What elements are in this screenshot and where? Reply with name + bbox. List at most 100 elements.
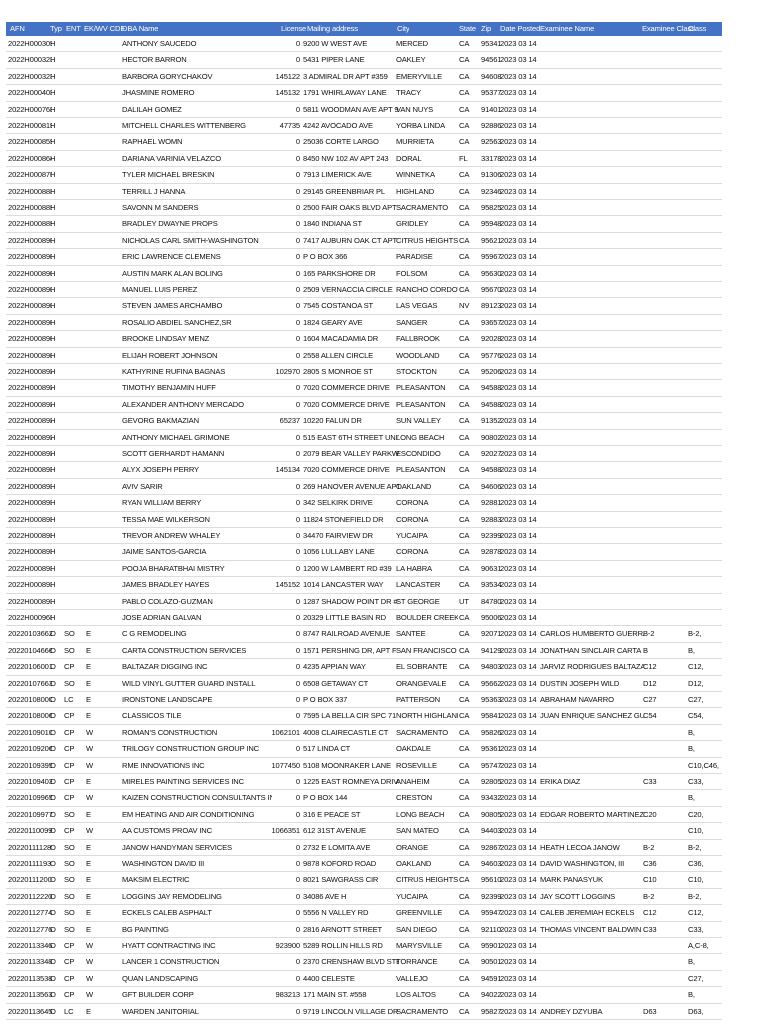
address-cell: 6508 GETAWAY CT	[303, 678, 369, 688]
city-cell: YUCAIPA	[396, 891, 428, 901]
address-cell: 10220 FALUN DR	[303, 416, 362, 426]
ent-cell: CP	[64, 727, 75, 737]
exam_class-cell: D63	[643, 1006, 657, 1016]
data-row: 2022H0008923H KATHYRINE RUFINA BAGNAS 1029…	[6, 364, 722, 381]
zip-cell: 95662	[481, 678, 502, 688]
typ-cell: O	[50, 645, 56, 655]
address-cell: 5431 PIPER LANE	[303, 55, 365, 65]
cde-cell: W	[86, 973, 94, 983]
typ-cell: O	[50, 678, 56, 688]
typ-cell: H	[50, 596, 56, 606]
cde-cell: W	[86, 941, 94, 950]
typ-cell: O	[50, 1006, 56, 1016]
license-cell: 0	[295, 859, 300, 868]
city-cell: EL SOBRANTE	[396, 662, 448, 672]
dba-cell: WILD VINYL GUTTER GUARD INSTALL	[122, 678, 256, 688]
license-cell: 0	[295, 383, 300, 393]
zip-cell: 92399	[481, 531, 502, 540]
state-cell: NV	[459, 301, 470, 311]
city-cell: RANCHO CORDOVA	[396, 285, 458, 294]
afn-cell: 2022H0009685	[8, 613, 52, 622]
city-cell: GREENVILLE	[396, 908, 443, 918]
city-cell: LAS VEGAS	[396, 301, 438, 311]
date-cell: 2023 03 14	[500, 170, 537, 180]
city-cell: SANGER	[396, 317, 428, 327]
data-row: 202201127764 O SO E BG PAINTING 0 2816 ARNOTT …	[6, 922, 722, 938]
zip-cell: 84780	[481, 596, 502, 606]
data-row: 202201133460 O CP W HYATT CONTRACTING INC 923…	[6, 938, 722, 955]
zip-cell: 92346	[481, 186, 502, 196]
state-cell: CA	[459, 629, 470, 639]
state-cell: CA	[459, 547, 470, 557]
city-cell: OAKDALE	[396, 744, 431, 754]
city-cell: MURRIETA	[396, 137, 434, 147]
spreadsheet: AFN Typ ENT EK/WV CDE DBA Name License Mailing…	[6, 22, 722, 1020]
ent-cell: LC	[64, 695, 74, 704]
date-cell: 2023 03 14	[500, 350, 537, 360]
data-row: 2022H0008937H JAMES BRADLEY HAYES 14515210…	[6, 577, 722, 594]
cde-cell: E	[86, 678, 91, 688]
dba-cell: ELIJAH ROBERT JOHNSON	[122, 350, 218, 360]
city-cell: FALLBROOK	[396, 334, 440, 344]
data-row: 202201100998 O CP W AA CUSTOMS PROAV INC 1066…	[6, 823, 722, 840]
dba-cell: RME INNOVATIONS INC	[122, 760, 205, 770]
afn-cell: 2022H0008938	[8, 596, 52, 606]
date-cell: 2023 03 14	[500, 514, 537, 524]
afn-cell: 2022H0008883	[8, 186, 52, 196]
city-cell: MARYSVILLE	[396, 941, 443, 950]
address-cell: 1200 W LAMBERT RD #39	[303, 563, 392, 573]
examinee-cell: ERIKA DIAZ	[540, 777, 581, 786]
license-cell: 0	[295, 777, 300, 786]
date-cell: 2023 03 14	[500, 777, 537, 786]
afn-cell: 2022H0008905	[8, 317, 52, 327]
data-row: 2022H0008905H ROSALIO ABDIEL SANCHEZ,SR 01…	[6, 315, 722, 332]
typ-cell: O	[50, 662, 56, 672]
date-cell: 2023 03 14	[500, 924, 537, 934]
afn-cell: 2022H0003237	[8, 71, 52, 81]
ent-cell: SO	[64, 891, 75, 901]
dba-cell: ROMAN'S CONSTRUCTION	[122, 727, 218, 737]
typ-cell: H	[50, 399, 56, 409]
class-cell: C10,C46,	[688, 760, 719, 770]
afn-cell: 202201076637	[8, 678, 52, 688]
exam_class-cell: C33	[643, 924, 657, 934]
license-cell: 145134	[275, 465, 300, 475]
typ-cell: H	[50, 563, 56, 573]
state-cell: CA	[459, 268, 470, 278]
address-cell: 5108 MOONRAKER LANE	[303, 760, 391, 770]
afn-cell: 2022H0008194	[8, 121, 52, 130]
examinee-cell: JAY SCOTT LOGGINS	[540, 891, 616, 901]
license-cell: 145152	[275, 580, 300, 590]
dba-cell: WARDEN JANITORIAL	[122, 1006, 199, 1016]
address-cell: 8450 NW 102 AV APT 243	[303, 153, 389, 163]
exam_class-cell: B-2	[643, 891, 655, 901]
dba-cell: TREVOR ANDREW WHALEY	[122, 531, 221, 540]
city-cell: CRESTON	[396, 793, 432, 803]
city-cell: CORONA	[396, 514, 429, 524]
header-cell: Zip	[481, 24, 492, 33]
city-cell: HIGHLAND	[396, 186, 435, 196]
dba-cell: TIMOTHY BENJAMIN HUFF	[122, 383, 216, 393]
license-cell: 0	[295, 957, 300, 967]
class-cell: C27,	[688, 695, 704, 704]
header-cell: EK/WV CDE	[84, 24, 126, 33]
license-cell: 0	[295, 514, 300, 524]
zip-cell: 93432	[481, 793, 502, 803]
date-cell: 2023 03 14	[500, 531, 537, 540]
address-cell: 8747 RAILROAD AVENUE	[303, 629, 391, 639]
dba-cell: JOSE ADRIAN GALVAN	[122, 613, 202, 622]
typ-cell: H	[50, 203, 56, 212]
examinee-cell: DAVID WASHINGTON, III	[540, 859, 625, 868]
data-row: 2022H0008934H TREVOR ANDREW WHALEY 034470 …	[6, 528, 722, 545]
dba-cell: JAIME SANTOS-GARCIA	[122, 547, 207, 557]
state-cell: CA	[459, 219, 470, 229]
class-cell: A,C-8,	[688, 941, 709, 950]
exam_class-cell: B-2	[643, 842, 655, 852]
typ-cell: H	[50, 219, 56, 229]
zip-cell: 95006	[481, 613, 502, 622]
address-cell: 1287 SHADOW POINT DR #12	[303, 596, 399, 606]
data-row: 2022H0008928H ANTHONY MICHAEL GRIMONE 0515…	[6, 430, 722, 446]
data-row: 202201093957O CP W RME INNOVATIONS INC 10774…	[6, 758, 722, 774]
